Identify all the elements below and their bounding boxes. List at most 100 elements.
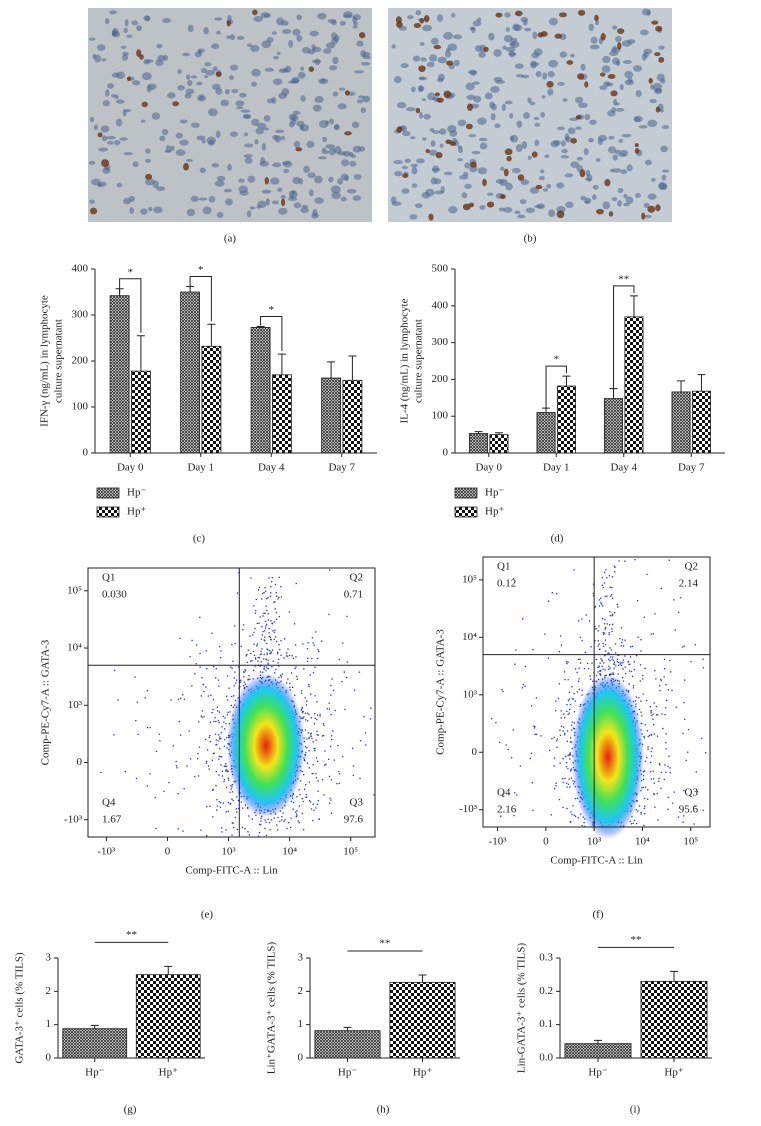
significance-label: **: [631, 934, 642, 946]
panel-label: (a): [224, 233, 237, 245]
nucleus: [199, 198, 208, 201]
nucleus: [292, 29, 300, 36]
stained-cell: [577, 73, 584, 79]
event-dot: [100, 772, 101, 773]
nucleus: [615, 108, 624, 112]
event-dot: [610, 596, 611, 597]
stained-cell: [396, 126, 402, 132]
nucleus: [309, 31, 319, 37]
event-dot: [555, 783, 556, 784]
nucleus: [593, 185, 599, 190]
nucleus: [494, 123, 500, 128]
nucleus: [437, 14, 443, 22]
nucleus: [419, 85, 425, 91]
nucleus: [238, 186, 247, 194]
y-tick-label: 100: [432, 410, 449, 422]
event-dot: [261, 598, 262, 599]
event-dot: [602, 577, 603, 578]
event-dot: [623, 645, 624, 646]
event-dot: [266, 648, 267, 649]
event-dot: [266, 659, 267, 660]
event-dot: [257, 661, 258, 662]
event-dot: [638, 697, 639, 698]
stained-cell: [136, 49, 141, 57]
event-dot: [612, 624, 613, 625]
nucleus: [431, 38, 439, 45]
error-bar: [278, 354, 286, 375]
event-dot: [265, 670, 266, 671]
nucleus: [341, 197, 347, 202]
event-dot: [227, 771, 228, 772]
nucleus: [512, 168, 521, 174]
event-dot: [265, 819, 266, 820]
event-dot: [268, 619, 269, 620]
stained-cell: [608, 74, 616, 79]
event-dot: [536, 734, 537, 735]
event-dot: [578, 659, 579, 660]
density-core: [227, 674, 305, 818]
event-dot: [568, 679, 569, 680]
nucleus: [217, 212, 224, 218]
event-dot: [601, 603, 602, 604]
nucleus: [244, 154, 253, 158]
nucleus: [561, 141, 566, 147]
event-dot: [624, 561, 625, 562]
event-dot: [317, 791, 318, 792]
event-dot: [612, 656, 613, 657]
stained-cell: [656, 106, 660, 112]
nucleus: [623, 60, 632, 64]
event-dot: [574, 711, 575, 712]
event-dot: [613, 660, 614, 661]
event-dot: [581, 618, 582, 619]
event-dot: [242, 629, 243, 630]
nucleus: [401, 188, 409, 194]
event-dot: [566, 766, 567, 767]
event-dot: [313, 672, 314, 673]
event-dot: [618, 560, 619, 561]
event-dot: [258, 623, 259, 624]
x-tick-label: 10³: [221, 846, 236, 858]
event-dot: [644, 808, 645, 809]
y-tick-label: 0: [443, 447, 449, 459]
bar: [557, 386, 575, 453]
quadrant-value: 0.12: [497, 578, 516, 590]
event-dot: [615, 652, 616, 653]
event-dot: [301, 708, 302, 709]
y-tick-label: 100: [72, 401, 89, 413]
event-dot: [315, 695, 316, 696]
event-dot: [651, 755, 652, 756]
event-dot: [256, 599, 257, 600]
event-dot: [227, 675, 228, 676]
nucleus: [361, 62, 370, 66]
bar: [181, 292, 200, 453]
event-dot: [226, 787, 227, 788]
event-dot: [156, 751, 157, 752]
y-tick-label: 10⁵: [67, 584, 82, 596]
event-dot: [564, 778, 565, 779]
nucleus: [480, 142, 488, 149]
event-dot: [216, 739, 217, 740]
nucleus: [358, 95, 365, 98]
event-dot: [275, 608, 276, 609]
nucleus: [619, 139, 624, 143]
nucleus: [267, 98, 274, 103]
nucleus: [354, 174, 362, 180]
nucleus: [312, 60, 321, 63]
event-dot: [267, 663, 268, 664]
event-dot: [574, 815, 575, 816]
nucleus: [548, 71, 555, 78]
event-dot: [585, 652, 586, 653]
nucleus: [145, 16, 150, 22]
stained-cell: [145, 174, 152, 180]
panel-label: (e): [201, 909, 214, 921]
event-dot: [268, 819, 269, 820]
stained-cell: [601, 33, 606, 41]
event-dot: [552, 592, 553, 593]
event-dot: [491, 718, 492, 719]
event-dot: [370, 708, 371, 709]
y-tick-label: -10³: [459, 803, 478, 815]
nucleus: [147, 83, 156, 90]
event-dot: [212, 709, 213, 710]
event-dot: [495, 722, 496, 723]
